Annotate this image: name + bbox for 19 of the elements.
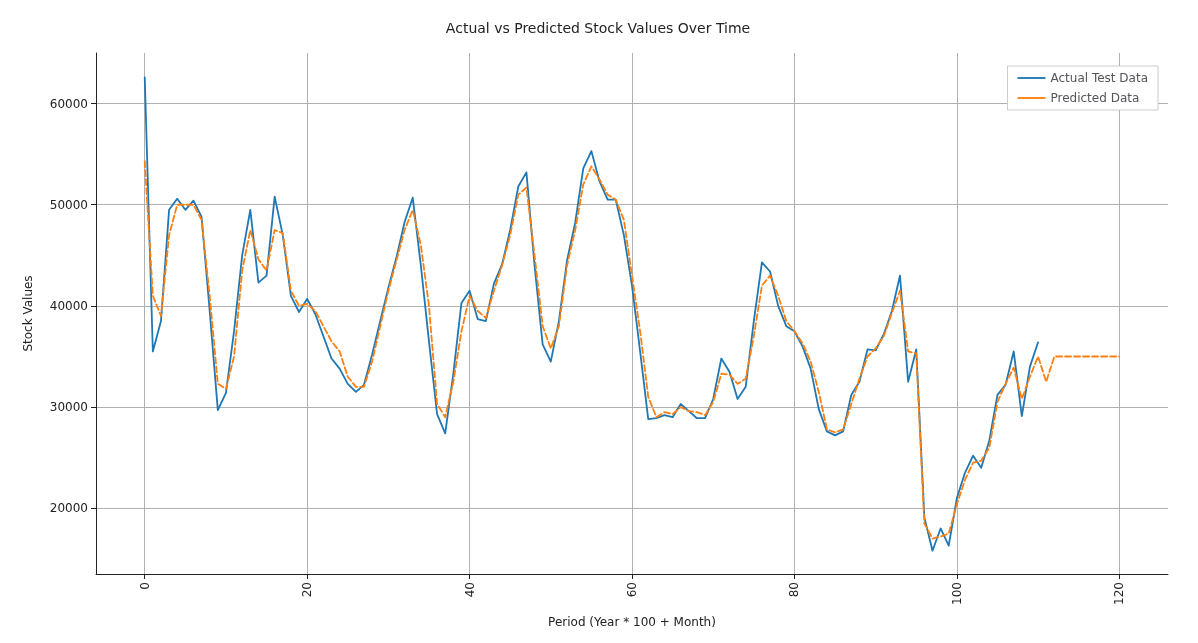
legend-label: Actual Test Data [1050, 71, 1149, 85]
chart-title: Actual vs Predicted Stock Values Over Time [445, 20, 751, 36]
x-tick-label: 20 [300, 582, 315, 598]
x-tick-label: 60 [625, 582, 639, 598]
x-tick-label: 40 [462, 582, 477, 598]
y-axis-title: Stock Values [21, 275, 35, 352]
x-tick-label: 80 [787, 582, 802, 598]
y-tick-label: 60000 [49, 96, 88, 111]
y-tick-label: 20000 [49, 501, 88, 516]
x-tick-label: 0 [137, 582, 152, 590]
x-tick-label: 100 [949, 582, 964, 605]
y-tick-label: 50000 [49, 197, 88, 212]
line-series [143, 76, 1039, 552]
x-axis-title: Period (Year * 100 + Month) [548, 615, 716, 629]
y-tick-label: 40000 [49, 298, 88, 313]
legend-label: Predicted Data [1050, 91, 1140, 105]
y-tick-label: 30000 [49, 400, 88, 415]
line-series [143, 160, 1121, 540]
x-tick-label: 120 [1112, 582, 1127, 605]
